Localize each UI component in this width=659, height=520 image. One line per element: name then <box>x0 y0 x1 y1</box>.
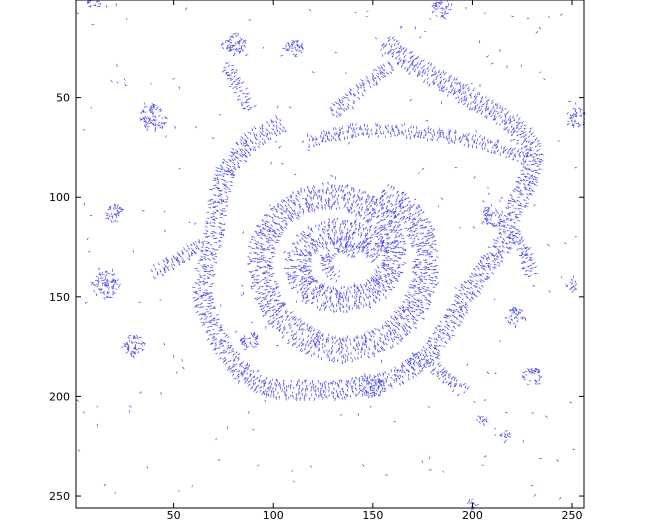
x-tick-label: 50 <box>167 509 181 520</box>
y-tick-label: 250 <box>49 490 70 503</box>
x-axis: 50 100 150 200 250 <box>167 0 583 520</box>
y-tick-label: 150 <box>49 291 70 304</box>
plot-frame <box>75 0 585 509</box>
y-tick-label: 100 <box>49 191 70 204</box>
y-tick-label: 200 <box>49 390 70 403</box>
x-tick-label: 200 <box>462 509 483 520</box>
quiver-field <box>76 0 586 511</box>
x-tick-label: 250 <box>562 509 583 520</box>
y-axis: 50 100 150 200 250 <box>49 92 584 503</box>
quiver-arrows <box>76 0 586 511</box>
y-tick-label: 50 <box>56 92 70 105</box>
x-tick-label: 100 <box>263 509 284 520</box>
x-tick-label: 150 <box>362 509 383 520</box>
